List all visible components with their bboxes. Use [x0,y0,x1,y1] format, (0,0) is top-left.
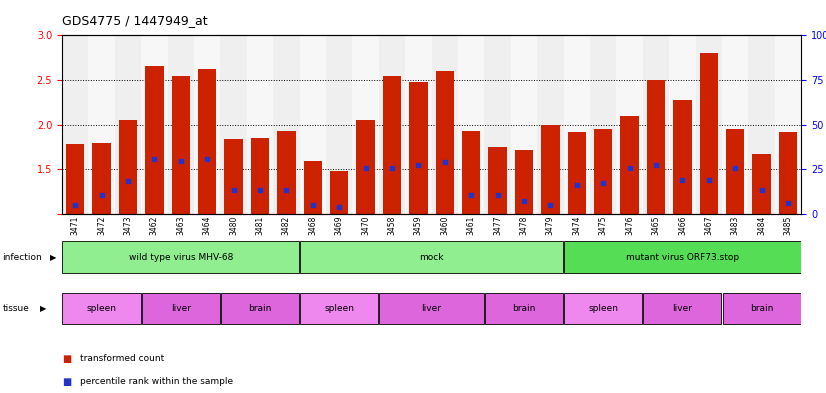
Bar [409,82,428,214]
Bar [775,35,801,214]
Bar [647,80,665,214]
Text: transformed count: transformed count [80,354,164,363]
Bar [643,35,669,214]
Text: mock: mock [420,253,444,262]
Bar [300,241,563,274]
Text: liver: liver [421,304,442,313]
Bar [303,162,322,214]
Bar [251,138,269,214]
Text: ▶: ▶ [50,253,56,262]
Bar [273,35,300,214]
Bar [198,69,216,214]
Bar [300,35,326,214]
Bar [221,35,247,214]
Bar [590,35,616,214]
Bar [278,131,296,214]
Bar [330,171,349,214]
Bar [537,35,563,214]
Bar [723,292,800,325]
Bar [673,100,691,214]
Bar [616,35,643,214]
Text: infection: infection [2,253,42,262]
Text: percentile rank within the sample: percentile rank within the sample [80,377,233,386]
Text: spleen: spleen [324,304,354,313]
Bar [567,132,586,214]
Bar [93,143,111,214]
Bar [88,35,115,214]
Text: brain: brain [750,304,773,313]
Bar [779,132,797,214]
Bar [300,292,378,325]
Bar [326,35,353,214]
Bar [462,131,481,214]
Bar [221,292,299,325]
Bar [66,145,84,214]
Text: wild type virus MHV-68: wild type virus MHV-68 [129,253,233,262]
Bar [406,35,431,214]
Bar [172,77,190,214]
Bar [722,35,748,214]
Bar [563,35,590,214]
Bar [194,35,221,214]
Bar [564,241,800,274]
Bar [748,35,775,214]
Bar [594,129,612,214]
Text: brain: brain [512,304,536,313]
Bar [643,292,721,325]
Bar [669,35,695,214]
Text: spleen: spleen [87,304,116,313]
Text: brain: brain [249,304,272,313]
Bar [141,35,168,214]
Text: GDS4775 / 1447949_at: GDS4775 / 1447949_at [62,14,207,27]
Bar [145,66,164,214]
Bar [142,292,220,325]
Bar [356,120,375,214]
Bar [168,35,194,214]
Bar [485,292,563,325]
Bar [62,35,88,214]
Bar [726,129,744,214]
Bar [353,35,379,214]
Text: liver: liver [672,304,692,313]
Bar [541,125,560,214]
Text: ■: ■ [62,354,71,364]
Bar [115,35,141,214]
Bar [119,120,137,214]
Bar [435,71,454,214]
Bar [484,35,510,214]
Bar [379,35,406,214]
Bar [382,77,401,214]
Bar [63,292,140,325]
Bar [695,35,722,214]
Bar [63,241,299,274]
Bar [700,53,718,214]
Text: liver: liver [171,304,191,313]
Bar [752,154,771,214]
Bar [379,292,484,325]
Text: ■: ■ [62,377,71,387]
Text: ▶: ▶ [40,304,46,313]
Bar [620,116,638,214]
Text: tissue: tissue [2,304,30,313]
Bar [510,35,537,214]
Bar [564,292,643,325]
Bar [225,139,243,214]
Bar [488,147,507,214]
Bar [431,35,458,214]
Bar [515,150,534,214]
Bar [458,35,484,214]
Text: spleen: spleen [588,304,618,313]
Bar [247,35,273,214]
Text: mutant virus ORF73.stop: mutant virus ORF73.stop [626,253,739,262]
